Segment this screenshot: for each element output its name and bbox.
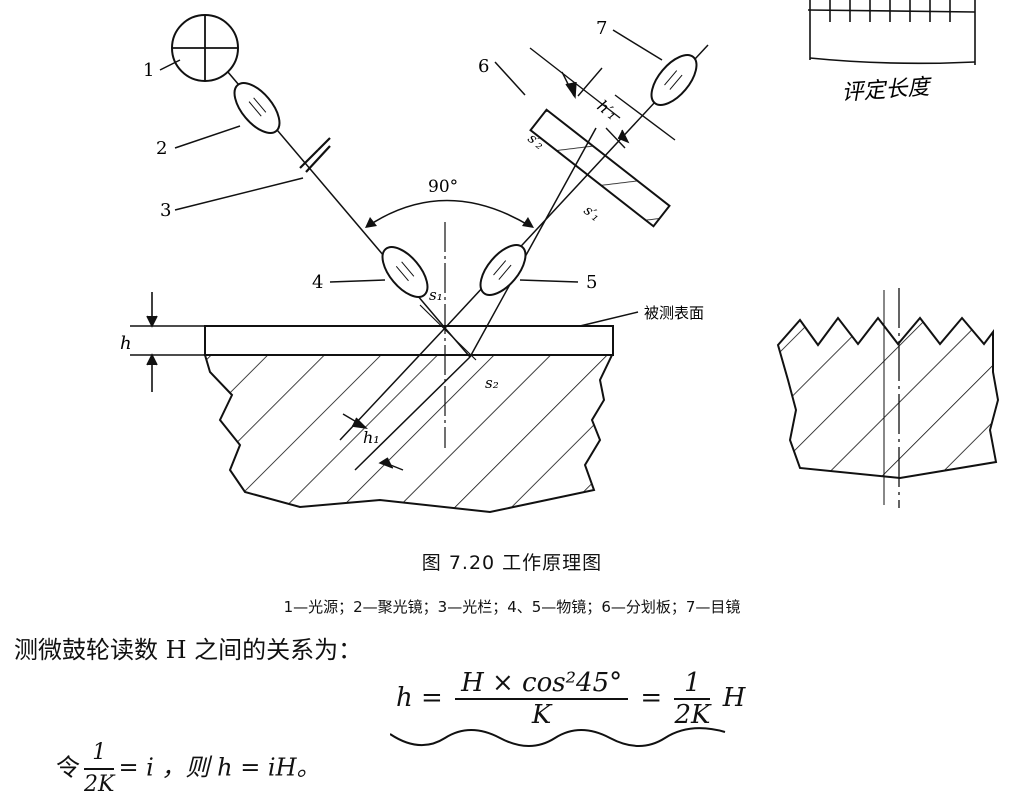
main-formula: h = H × cos²45° K = 1 2K H	[390, 668, 746, 747]
h1-dimension	[342, 413, 404, 471]
formula-numerator: H × cos²45°	[455, 668, 629, 700]
label-1: 1	[143, 60, 154, 81]
aperture-stop	[299, 137, 331, 173]
formula-eq2: =	[640, 683, 663, 713]
leader-6	[494, 61, 526, 96]
objective-lens-4	[381, 246, 429, 298]
s2-ray-lower	[354, 356, 471, 471]
h-label: h	[120, 333, 132, 354]
wavy-underline	[390, 727, 726, 747]
s2-label: s₂	[485, 374, 499, 392]
formula-fraction-2: 1 2K	[674, 668, 711, 730]
formula-frac2-denominator: 2K	[674, 700, 711, 730]
relation-intro-text: 测微鼓轮读数 H 之间的关系为：	[14, 636, 363, 664]
workpiece-body	[203, 354, 614, 514]
formula-lhs: h =	[396, 683, 443, 713]
handwritten-note: 评定长度	[841, 75, 934, 106]
leader-4	[329, 279, 386, 283]
h1-prime-dimension	[529, 47, 676, 149]
s1-label: s₁	[429, 286, 443, 304]
leader-5	[519, 279, 579, 283]
rough-surface-section	[776, 288, 1000, 508]
let-fraction: 1 2K	[84, 738, 115, 800]
let-rest: = i ，则 h = iH。	[118, 753, 321, 782]
formula-denominator: K	[531, 700, 552, 730]
h-dimension	[130, 292, 205, 392]
working-principle-diagram: h h₁ 90°	[120, 0, 1000, 514]
label-5: 5	[586, 272, 597, 293]
label-7: 7	[596, 18, 607, 39]
h1-label: h₁	[363, 428, 380, 447]
condenser-lens	[233, 82, 281, 134]
figure-caption-title: 图 7.20 工作原理图	[421, 552, 603, 574]
formula-fraction-1: H × cos²45° K	[455, 668, 629, 730]
label-6: 6	[478, 56, 489, 77]
surface-layer	[204, 325, 614, 356]
label-3: 3	[160, 200, 171, 221]
let-denominator: 2K	[84, 772, 115, 797]
figure-caption-legend: 1—光源；2—聚光镜；3—光栏；4、5—物镜；6—分划板；7—目镜	[283, 598, 741, 616]
leader-7	[612, 29, 663, 61]
cross-ray	[419, 304, 477, 361]
definition-line: 令 1 2K = i ，则 h = iH。	[56, 738, 321, 800]
let-prefix: 令	[56, 753, 80, 782]
angle-arc	[367, 199, 531, 227]
reticle-plate	[529, 108, 671, 228]
eyepiece-lens	[650, 54, 698, 106]
leader-1	[159, 59, 181, 71]
let-numerator: 1	[84, 738, 115, 770]
leader-2	[174, 125, 241, 149]
label-2: 2	[156, 138, 167, 159]
surface-label: 被测表面	[644, 304, 704, 322]
angle-label: 90°	[428, 177, 458, 197]
formula-tail: H	[722, 683, 746, 713]
leader-surface	[579, 311, 639, 327]
formula-frac2-numerator: 1	[674, 668, 711, 700]
objective-lens-5	[479, 244, 527, 296]
s1-prime-label: s′₁	[581, 203, 603, 225]
scale-sketch	[807, 0, 976, 65]
leader-3	[174, 177, 304, 211]
label-4: 4	[312, 272, 323, 293]
light-source	[171, 14, 239, 82]
